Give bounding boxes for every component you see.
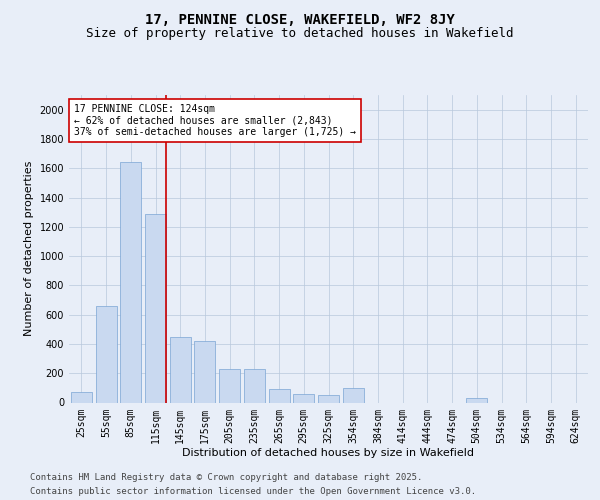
Bar — [145, 214, 166, 402]
Bar — [293, 394, 314, 402]
Bar — [269, 390, 290, 402]
Bar — [244, 369, 265, 402]
Text: 17, PENNINE CLOSE, WAKEFIELD, WF2 8JY: 17, PENNINE CLOSE, WAKEFIELD, WF2 8JY — [145, 12, 455, 26]
Text: Contains HM Land Registry data © Crown copyright and database right 2025.: Contains HM Land Registry data © Crown c… — [30, 474, 422, 482]
Bar — [95, 306, 116, 402]
Bar — [466, 398, 487, 402]
Text: Contains public sector information licensed under the Open Government Licence v3: Contains public sector information licen… — [30, 487, 476, 496]
X-axis label: Distribution of detached houses by size in Wakefield: Distribution of detached houses by size … — [182, 448, 475, 458]
Bar — [219, 369, 240, 402]
Text: Size of property relative to detached houses in Wakefield: Size of property relative to detached ho… — [86, 28, 514, 40]
Y-axis label: Number of detached properties: Number of detached properties — [24, 161, 34, 336]
Bar — [194, 341, 215, 402]
Bar — [170, 336, 191, 402]
Bar — [120, 162, 141, 402]
Bar — [343, 388, 364, 402]
Text: 17 PENNINE CLOSE: 124sqm
← 62% of detached houses are smaller (2,843)
37% of sem: 17 PENNINE CLOSE: 124sqm ← 62% of detach… — [74, 104, 356, 138]
Bar — [318, 395, 339, 402]
Bar — [71, 392, 92, 402]
